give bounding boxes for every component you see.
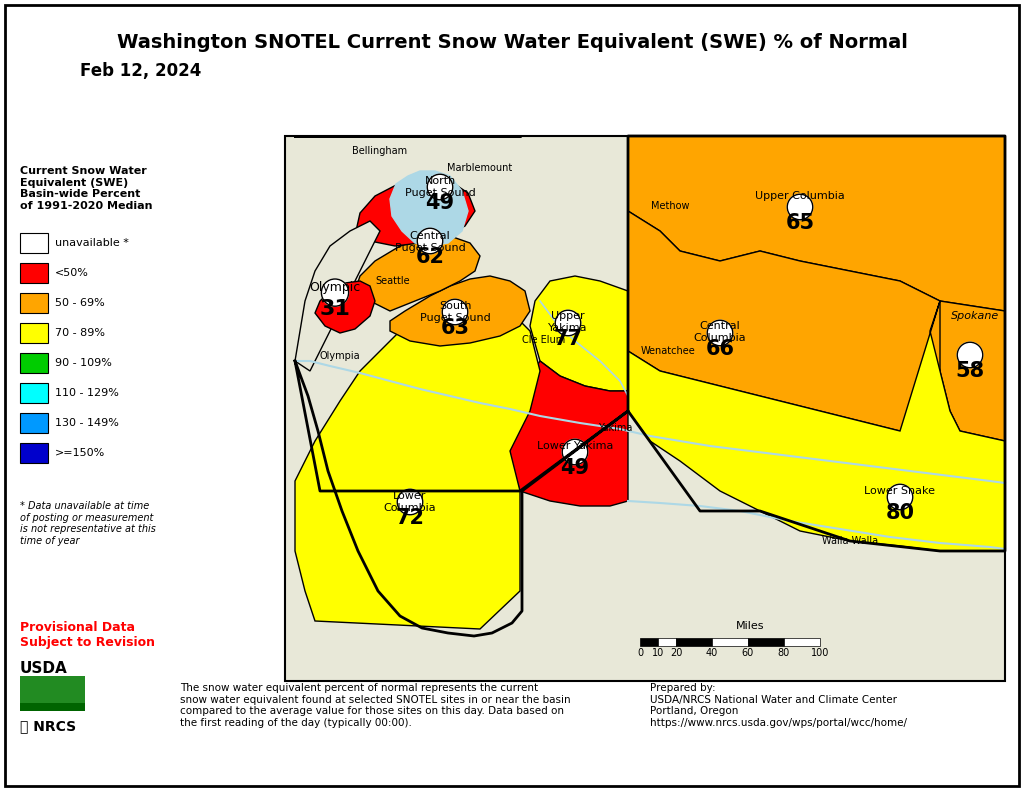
Text: 60: 60 xyxy=(741,648,754,658)
Text: 66: 66 xyxy=(706,339,734,359)
Text: 49: 49 xyxy=(425,193,455,213)
Bar xyxy=(658,638,676,646)
Text: Yakima: Yakima xyxy=(598,423,632,433)
Circle shape xyxy=(555,310,581,335)
Text: The snow water equivalent percent of normal represents the current
snow water eq: The snow water equivalent percent of nor… xyxy=(180,683,570,728)
Text: <50%: <50% xyxy=(55,268,89,278)
Polygon shape xyxy=(628,301,1005,551)
Polygon shape xyxy=(356,176,475,246)
Text: >=150%: >=150% xyxy=(55,448,105,458)
Text: Miles: Miles xyxy=(736,621,764,631)
Text: 58: 58 xyxy=(955,361,984,381)
Text: Feb 12, 2024: Feb 12, 2024 xyxy=(80,62,202,80)
Text: 63: 63 xyxy=(440,318,469,338)
Text: 90 - 109%: 90 - 109% xyxy=(55,358,112,368)
Bar xyxy=(748,638,784,646)
Bar xyxy=(20,703,85,711)
Text: Spokane: Spokane xyxy=(951,311,999,321)
Polygon shape xyxy=(295,301,540,629)
Bar xyxy=(712,638,748,646)
Polygon shape xyxy=(295,221,380,371)
Text: Methow: Methow xyxy=(650,201,689,211)
Bar xyxy=(285,136,1005,681)
Text: 20: 20 xyxy=(670,648,682,658)
Polygon shape xyxy=(930,301,1005,441)
Circle shape xyxy=(442,299,468,325)
Text: 0: 0 xyxy=(637,648,643,658)
Text: Lower
Columbia: Lower Columbia xyxy=(384,491,436,513)
Text: Central
Columbia: Central Columbia xyxy=(693,321,746,343)
Bar xyxy=(20,323,48,343)
Bar xyxy=(640,638,658,646)
Text: Marblemount: Marblemount xyxy=(447,163,513,173)
Text: South
Puget Sound: South Puget Sound xyxy=(420,301,490,323)
Text: Central
Puget Sound: Central Puget Sound xyxy=(394,231,465,252)
Text: 40: 40 xyxy=(706,648,718,658)
Text: 77: 77 xyxy=(554,329,583,349)
Text: 130 - 149%: 130 - 149% xyxy=(55,418,119,428)
Text: 50 - 69%: 50 - 69% xyxy=(55,298,104,308)
Bar xyxy=(20,676,85,706)
Text: 49: 49 xyxy=(560,458,590,478)
Text: 110 - 129%: 110 - 129% xyxy=(55,388,119,398)
Text: USDA: USDA xyxy=(20,661,68,676)
Text: Olympic: Olympic xyxy=(309,281,360,294)
Text: 62: 62 xyxy=(416,247,444,267)
Bar xyxy=(285,136,1005,681)
Text: Wenatchee: Wenatchee xyxy=(641,346,695,356)
Bar xyxy=(20,383,48,403)
Polygon shape xyxy=(628,211,940,431)
Text: Washington SNOTEL Current Snow Water Equivalent (SWE) % of Normal: Washington SNOTEL Current Snow Water Equ… xyxy=(117,33,907,52)
Polygon shape xyxy=(355,236,480,311)
Text: * Data unavailable at time
of posting or measurement
is not representative at th: * Data unavailable at time of posting or… xyxy=(20,501,156,546)
Bar xyxy=(676,638,712,646)
Text: Lower Snake: Lower Snake xyxy=(864,486,936,496)
Text: North
Puget Sound: North Puget Sound xyxy=(404,176,475,198)
Bar xyxy=(20,413,48,433)
Text: Provisional Data
Subject to Revision: Provisional Data Subject to Revision xyxy=(20,621,155,649)
Polygon shape xyxy=(530,276,628,391)
Text: Upper
Yakima: Upper Yakima xyxy=(548,311,588,332)
Text: 10: 10 xyxy=(652,648,665,658)
Bar xyxy=(784,638,820,646)
Polygon shape xyxy=(390,276,530,346)
Text: 80: 80 xyxy=(778,648,791,658)
Text: Seattle: Seattle xyxy=(376,276,411,286)
Text: Bellingham: Bellingham xyxy=(352,146,408,156)
Text: Ⓝ NRCS: Ⓝ NRCS xyxy=(20,719,76,733)
Polygon shape xyxy=(315,281,375,333)
Text: Prepared by:
USDA/NRCS National Water and Climate Center
Portland, Oregon
https:: Prepared by: USDA/NRCS National Water an… xyxy=(650,683,907,728)
Polygon shape xyxy=(510,351,628,506)
Circle shape xyxy=(887,484,912,509)
Circle shape xyxy=(427,174,453,200)
Text: 31: 31 xyxy=(319,299,350,319)
Text: 100: 100 xyxy=(811,648,829,658)
Bar xyxy=(20,443,48,463)
Circle shape xyxy=(562,439,588,465)
Circle shape xyxy=(708,320,733,346)
Text: 72: 72 xyxy=(395,508,425,528)
Circle shape xyxy=(397,490,423,515)
Circle shape xyxy=(322,279,348,306)
Bar xyxy=(20,293,48,313)
Bar xyxy=(20,263,48,283)
Text: Cle Elum: Cle Elum xyxy=(522,335,565,345)
Bar xyxy=(20,233,48,253)
Text: Lower Yakima: Lower Yakima xyxy=(537,441,613,451)
Text: Upper Columbia: Upper Columbia xyxy=(755,191,845,201)
Circle shape xyxy=(417,229,442,254)
Circle shape xyxy=(957,343,983,368)
Text: 70 - 89%: 70 - 89% xyxy=(55,328,105,338)
Bar xyxy=(20,353,48,373)
Circle shape xyxy=(787,195,813,220)
Polygon shape xyxy=(390,171,468,246)
Text: Current Snow Water
Equivalent (SWE)
Basin-wide Percent
of 1991-2020 Median: Current Snow Water Equivalent (SWE) Basi… xyxy=(20,166,153,211)
Polygon shape xyxy=(628,136,1005,311)
Text: unavailable *: unavailable * xyxy=(55,238,129,248)
Text: Walla Walla: Walla Walla xyxy=(822,536,878,546)
Text: 65: 65 xyxy=(785,213,814,233)
Text: Olympia: Olympia xyxy=(319,351,360,361)
Text: 80: 80 xyxy=(886,503,914,523)
